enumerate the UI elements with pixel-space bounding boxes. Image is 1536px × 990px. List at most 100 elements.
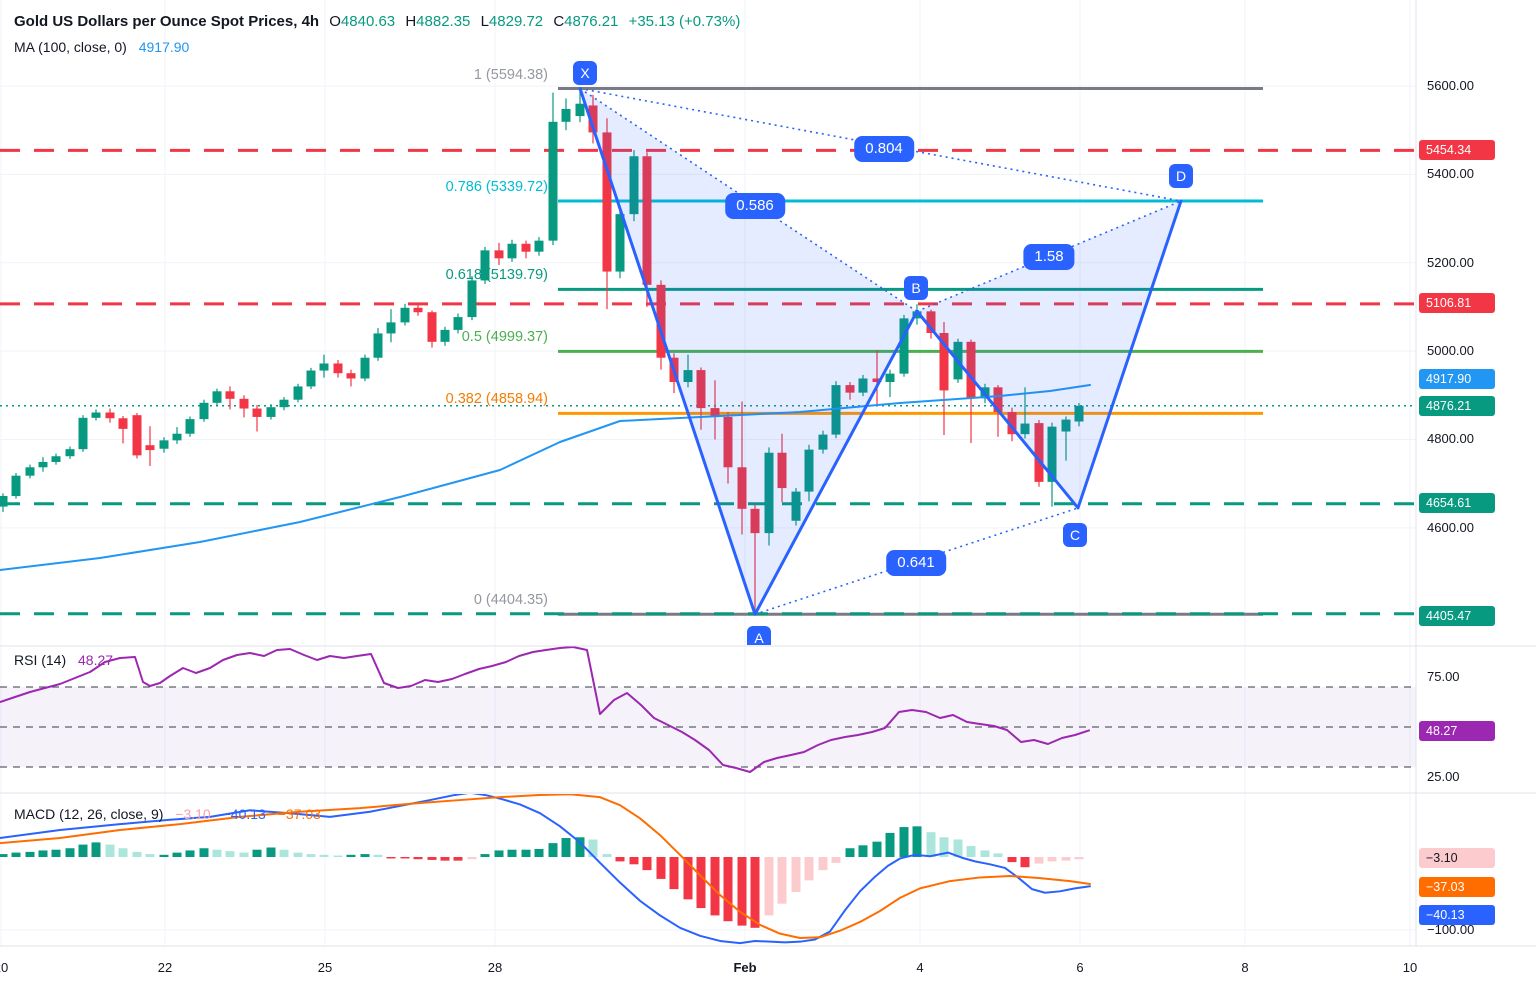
open-label: O [329, 13, 341, 30]
ma-indicator-row[interactable]: MA (100, close, 0) 4917.90 [14, 39, 740, 55]
macd-hist-bar [91, 842, 101, 857]
price-panel [0, 87, 1416, 616]
high-value: 4882.35 [416, 13, 471, 30]
candle-body [899, 318, 909, 374]
rsi-label: RSI (14) [14, 652, 67, 668]
macd-hist-value: −3.10 [175, 806, 211, 822]
macd-hist-bar [723, 857, 733, 922]
macd-signal-line [0, 794, 1091, 940]
candle-body [683, 370, 693, 383]
macd-hist-bar [953, 839, 963, 857]
candle-body [0, 496, 8, 507]
macd-hist-bar [293, 852, 303, 857]
candle-body [858, 378, 868, 393]
candle-body [791, 491, 801, 521]
candle-body [25, 467, 35, 476]
candle-body [642, 156, 652, 285]
macd-hist-bar [386, 857, 396, 859]
candle-body [939, 332, 949, 391]
macd-hist-bar [696, 857, 706, 909]
macd-hist-bar [1007, 857, 1017, 863]
candle-body [993, 387, 1003, 413]
candle-body [845, 385, 855, 393]
macd-hist-bar [306, 854, 316, 857]
close-label: C [553, 13, 565, 30]
candle-body [360, 357, 370, 379]
macd-hist-bar [400, 857, 410, 859]
candle-body [319, 363, 329, 371]
macd-hist-bar [65, 848, 75, 857]
candle-body [266, 407, 276, 417]
rsi-indicator-row[interactable]: RSI (14) 48.27 [14, 652, 113, 668]
macd-hist-bar [480, 854, 490, 857]
symbol-title[interactable]: Gold US Dollars per Ounce Spot Prices, 4… [14, 13, 320, 30]
macd-hist-bar [804, 857, 814, 881]
candle-body [696, 370, 706, 409]
candle-body [400, 307, 410, 323]
candle-body [1007, 412, 1017, 435]
candle-body [413, 307, 423, 313]
candle-body [467, 280, 477, 318]
macd-hist-bar [172, 852, 182, 857]
candle-body [575, 103, 585, 117]
macd-hist-bar [750, 857, 760, 928]
macd-hist-bar [373, 854, 383, 857]
candle-body [91, 412, 101, 418]
candle-body [764, 452, 774, 534]
candle-body [51, 456, 61, 462]
high-label: H [405, 13, 417, 30]
candle-body [306, 370, 316, 387]
candle-body [885, 373, 895, 383]
macd-hist-bar [279, 849, 289, 857]
macd-hist-bar [145, 854, 155, 857]
macd-hist-bar [1034, 857, 1044, 864]
candle-body [239, 398, 249, 409]
macd-label: MACD (12, 26, close, 9) [14, 806, 164, 822]
macd-hist-bar [440, 857, 450, 861]
macd-hist-bar [561, 838, 571, 857]
macd-hist-bar [51, 849, 61, 857]
macd-hist-bar [78, 844, 88, 857]
macd-hist-bar [642, 857, 652, 871]
candle-body [818, 434, 828, 450]
macd-indicator-row[interactable]: MACD (12, 26, close, 9) −3.10 −40.13 −37… [14, 806, 321, 822]
candle-body [710, 408, 720, 417]
macd-hist-bar [777, 857, 787, 904]
candle-body [293, 386, 303, 400]
candle-body [831, 385, 841, 435]
macd-hist-bar [656, 857, 666, 879]
candle-body [588, 105, 598, 133]
candle-body [872, 378, 882, 383]
macd-hist-bar [1074, 857, 1084, 860]
macd-hist-bar [1020, 857, 1030, 868]
candle-body [132, 415, 142, 456]
macd-hist-bar [710, 857, 720, 916]
candle-body [373, 333, 383, 358]
macd-hist-bar [0, 854, 8, 857]
candle-body [507, 243, 517, 259]
symbol-title-row: Gold US Dollars per Ounce Spot Prices, 4… [14, 13, 740, 30]
macd-signal-value: −37.03 [277, 806, 321, 822]
pattern-dotted-line [579, 87, 918, 313]
macd-hist-bar [159, 854, 169, 857]
macd-hist-bar [252, 849, 262, 857]
macd-hist-bar [346, 854, 356, 857]
pattern-dotted-line [754, 507, 1079, 616]
candles [0, 88, 1084, 615]
macd-hist-bar [966, 846, 976, 857]
macd-hist-bar [239, 852, 249, 857]
candle-body [750, 508, 760, 534]
macd-hist-bar [629, 857, 639, 865]
macd-hist-bar [588, 839, 598, 857]
candle-body [145, 445, 155, 451]
candle-body [494, 250, 504, 259]
macd-hist-bar [105, 844, 115, 857]
candle-body [602, 132, 612, 272]
macd-hist-bar [38, 850, 48, 857]
macd-line [0, 794, 1091, 945]
ma-value: 4917.90 [138, 39, 190, 55]
candle-body [279, 399, 289, 408]
macd-hist-bar [858, 845, 868, 857]
